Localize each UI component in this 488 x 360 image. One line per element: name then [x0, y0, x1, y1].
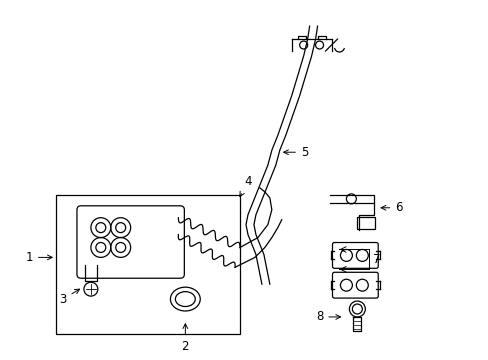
Text: 3: 3 [59, 289, 80, 306]
Text: 2: 2 [181, 324, 189, 353]
Text: 8: 8 [315, 310, 340, 323]
Text: 7: 7 [373, 253, 380, 266]
Bar [56, 195, 240, 334]
Bar [357, 217, 374, 229]
Text: 1: 1 [25, 251, 52, 264]
Text: 6: 6 [380, 201, 402, 214]
Text: 4: 4 [240, 175, 251, 197]
Text: 5: 5 [283, 146, 308, 159]
